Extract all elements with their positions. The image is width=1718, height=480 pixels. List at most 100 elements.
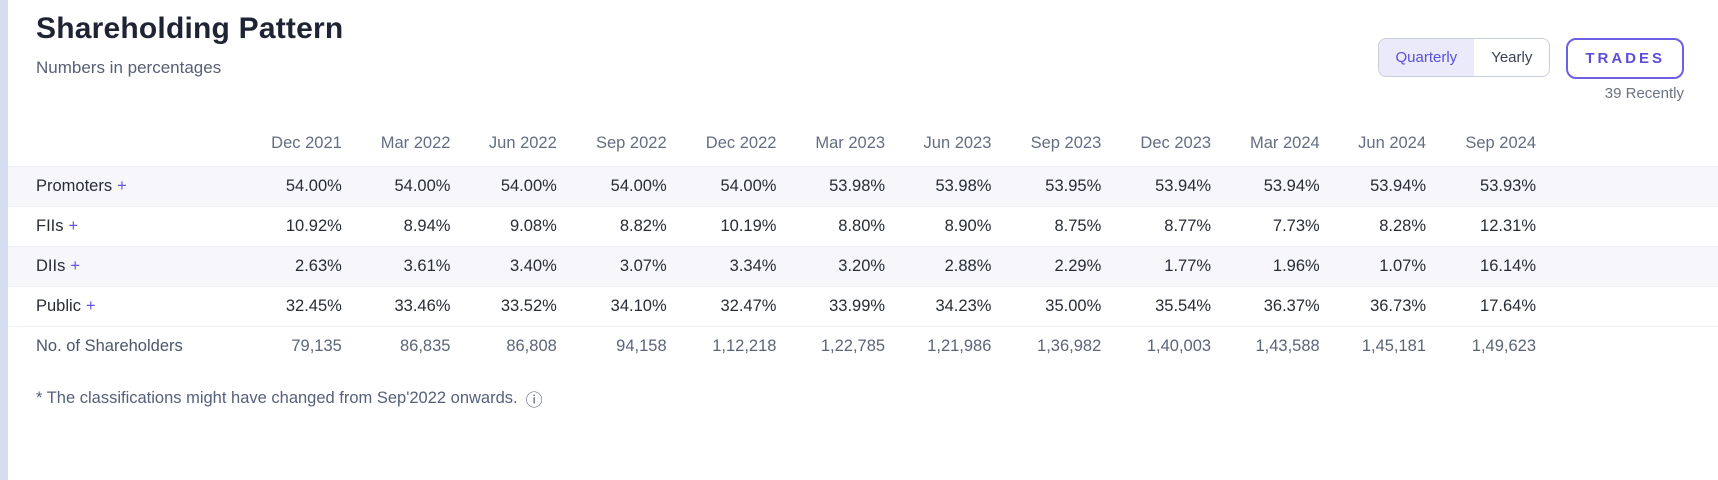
row-label-text: Promoters xyxy=(36,177,113,195)
row-spacer xyxy=(1552,247,1718,287)
expand-plus-icon[interactable]: + xyxy=(68,217,79,235)
trades-recent-count: 39 Recently xyxy=(1604,85,1684,102)
table-cell: 8.94% xyxy=(403,217,451,235)
table-cell: 1,49,623 xyxy=(1471,337,1536,355)
table-cell: 54.00% xyxy=(500,177,557,195)
row-label-text: DIIs xyxy=(36,257,66,275)
table-cell: 8.28% xyxy=(1379,217,1427,235)
info-icon[interactable]: ⓘ xyxy=(525,391,543,410)
period-toggle: Quarterly Yearly xyxy=(1377,38,1551,77)
table-cell: 33.52% xyxy=(500,297,557,315)
table-cell: 54.00% xyxy=(720,177,777,195)
table-cell: 17.64% xyxy=(1480,297,1536,315)
page-title: Shareholding Pattern xyxy=(36,12,344,45)
table-cell: 33.99% xyxy=(829,297,886,315)
table-cell: 79,135 xyxy=(291,337,342,355)
table-cell: 3.07% xyxy=(619,257,667,275)
table-cell: 1,45,181 xyxy=(1361,337,1427,355)
table-cell: 33.46% xyxy=(394,297,451,315)
table-cell: 53.94% xyxy=(1370,177,1427,195)
column-header: Jun 2024 xyxy=(1358,134,1427,152)
table-cell: 3.34% xyxy=(729,257,777,275)
card-header: Shareholding Pattern Numbers in percenta… xyxy=(8,0,1718,102)
table-cell: 9.08% xyxy=(510,217,557,235)
table-cell: 34.23% xyxy=(935,297,992,315)
row-label[interactable]: Promoters + xyxy=(8,167,248,207)
row-label-text: No. of Shareholders xyxy=(36,337,183,355)
table-cell: 1,43,588 xyxy=(1255,337,1320,355)
column-header: Dec 2022 xyxy=(705,134,777,152)
table-cell: 86,808 xyxy=(506,337,557,355)
table-cell: 1.07% xyxy=(1379,257,1427,275)
table-cell: 54.00% xyxy=(394,177,451,195)
table-cell: 36.37% xyxy=(1263,297,1320,315)
table-row: Promoters +54.00% 54.00% 54.00% 54.00% 54.00%… xyxy=(8,166,1718,207)
table-cell: 94,158 xyxy=(616,337,667,355)
table-row: DIIs +2.63% 3.61% 3.40% 3.07% 3.34% 3.20% 2.88%… xyxy=(8,246,1718,287)
column-header: Dec 2023 xyxy=(1140,134,1212,152)
table-cell: 3.40% xyxy=(510,257,557,275)
table-cell: 1,12,218 xyxy=(712,337,777,355)
column-header: Mar 2023 xyxy=(815,134,886,152)
header-left: Shareholding Pattern Numbers in percenta… xyxy=(36,12,343,78)
row-label-text: FIIs xyxy=(36,217,64,235)
column-header: Dec 2021 xyxy=(271,134,342,152)
table-cell: 35.00% xyxy=(1045,297,1102,315)
column-header: Sep 2023 xyxy=(1030,134,1102,152)
header-right: Quarterly Yearly TRADES 39 Recently xyxy=(1377,38,1684,102)
table-cell: 1,36,982 xyxy=(1037,337,1102,355)
row-label-text: Public xyxy=(36,297,81,315)
table-cell: 10.19% xyxy=(720,217,777,235)
table-row: FIIs +10.92% 8.94% 9.08% 8.82% 10.19% 8.80% 8.9… xyxy=(8,206,1718,247)
row-label[interactable]: FIIs + xyxy=(8,207,248,247)
table-cell: 53.93% xyxy=(1480,177,1536,195)
table-cell: 54.00% xyxy=(285,177,342,195)
column-header: Mar 2022 xyxy=(380,134,451,152)
row-label[interactable]: Public + xyxy=(8,287,248,327)
table-cell: 36.73% xyxy=(1370,297,1427,315)
table-cell: 53.95% xyxy=(1045,177,1102,195)
toggle-quarterly[interactable]: Quarterly xyxy=(1378,39,1475,76)
table-cell: 8.77% xyxy=(1164,217,1212,235)
table-row: Public +32.45% 33.46% 33.52% 34.10% 32.47% 33.… xyxy=(8,286,1718,327)
row-spacer xyxy=(1552,167,1718,207)
row-spacer xyxy=(1552,327,1718,367)
toggle-yearly[interactable]: Yearly xyxy=(1474,39,1550,76)
table-cell: 8.82% xyxy=(619,217,667,235)
row-label-header xyxy=(8,124,248,167)
trades-button[interactable]: TRADES xyxy=(1566,38,1684,79)
column-header: Sep 2022 xyxy=(595,134,667,152)
table-cell: 1,22,785 xyxy=(820,337,886,355)
table-cell: 1.77% xyxy=(1164,257,1212,275)
column-header: Jun 2022 xyxy=(488,134,557,152)
table-cell: 8.75% xyxy=(1054,217,1102,235)
table-cell: 2.63% xyxy=(295,257,342,275)
row-spacer xyxy=(1552,207,1718,247)
table-cell: 54.00% xyxy=(610,177,667,195)
expand-plus-icon[interactable]: + xyxy=(85,297,96,315)
table-cell: 53.94% xyxy=(1263,177,1320,195)
table-cell: 35.54% xyxy=(1155,297,1212,315)
table-cell: 32.47% xyxy=(720,297,777,315)
header-spacer xyxy=(1552,124,1718,167)
column-header: Sep 2024 xyxy=(1465,134,1536,152)
table-cell: 53.94% xyxy=(1155,177,1212,195)
table-cell: 3.61% xyxy=(403,257,451,275)
footnote-text: * The classifications might have changed… xyxy=(36,389,518,407)
table-cell: 8.80% xyxy=(838,217,886,235)
column-header: Jun 2023 xyxy=(923,134,992,152)
row-spacer xyxy=(1552,287,1718,327)
table-cell: 1.96% xyxy=(1272,257,1320,275)
table-cell: 2.29% xyxy=(1054,257,1102,275)
table-cell: 53.98% xyxy=(829,177,886,195)
page-background-strip xyxy=(0,0,8,480)
table-cell: 34.10% xyxy=(610,297,667,315)
table-cell: 53.98% xyxy=(935,177,992,195)
shareholding-card: Shareholding Pattern Numbers in percenta… xyxy=(8,0,1718,411)
row-label[interactable]: DIIs + xyxy=(8,247,248,287)
expand-plus-icon[interactable]: + xyxy=(70,257,80,275)
table-cell: 2.88% xyxy=(944,257,992,275)
expand-plus-icon[interactable]: + xyxy=(117,177,127,195)
table-footnote: * The classifications might have changed… xyxy=(36,386,1718,411)
trades-group: TRADES 39 Recently xyxy=(1566,38,1684,102)
